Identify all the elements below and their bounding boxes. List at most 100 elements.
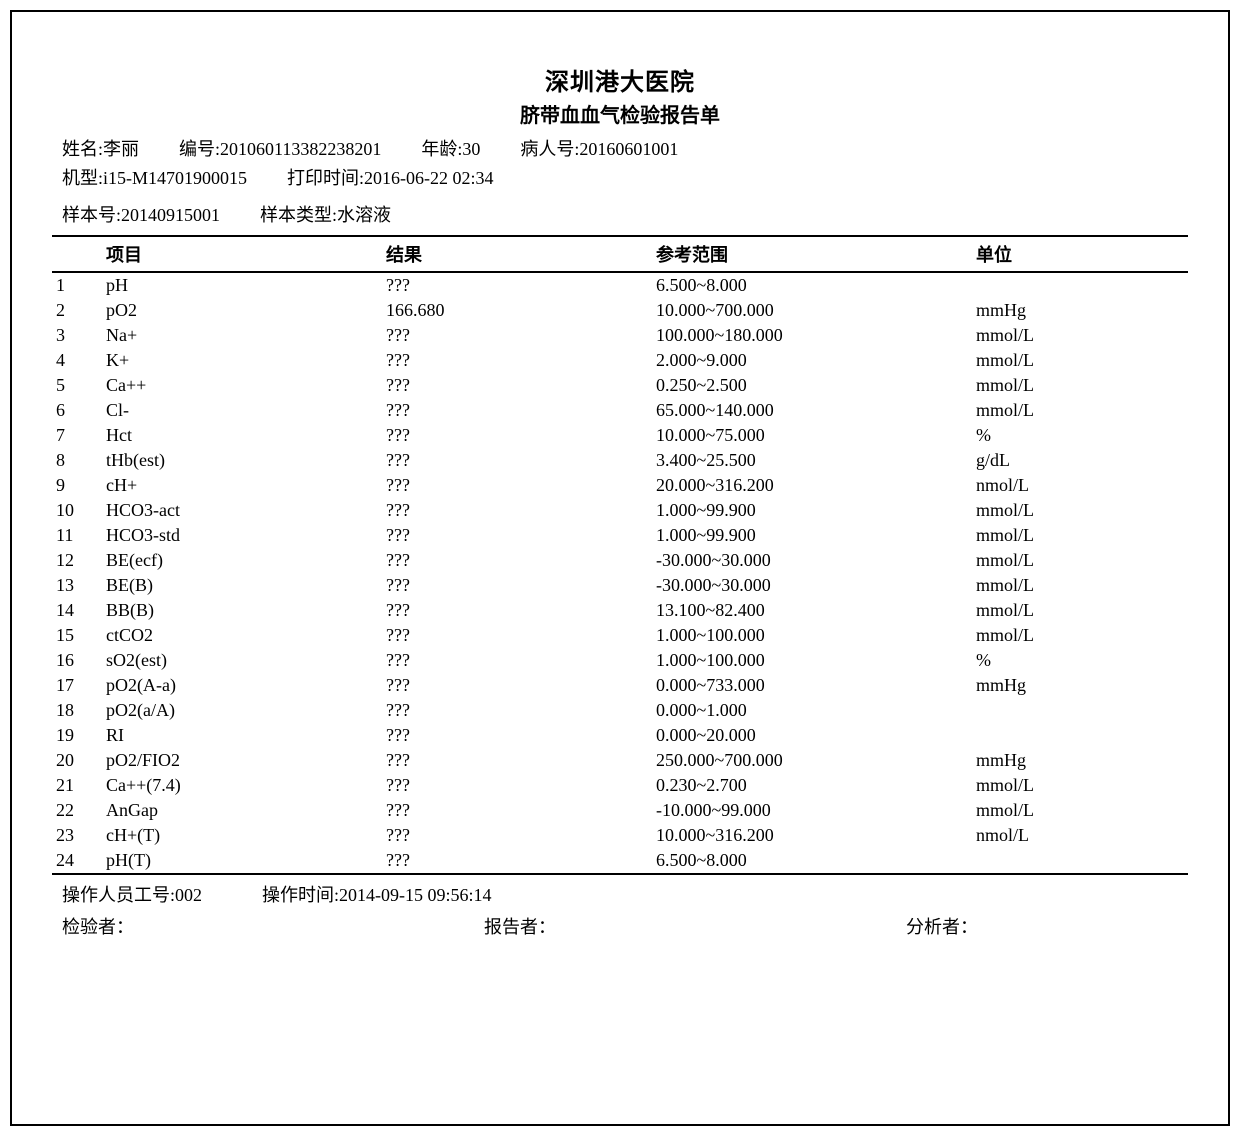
cell-unit: mmol/L: [972, 398, 1188, 423]
cell-unit: %: [972, 423, 1188, 448]
cell-item: sO2(est): [102, 648, 382, 673]
cell-range: 2.000~9.000: [652, 348, 972, 373]
table-row: 19RI???0.000~20.000: [52, 723, 1188, 748]
cell-result: ???: [382, 648, 652, 673]
cell-item: cH+: [102, 473, 382, 498]
cell-unit: nmol/L: [972, 473, 1188, 498]
cell-unit: nmol/L: [972, 823, 1188, 848]
meta-row-2: 机型:i15-M14701900015 打印时间:2016-06-22 02:3…: [62, 165, 1178, 192]
cell-idx: 19: [52, 723, 102, 748]
col-index: [52, 236, 102, 272]
cell-result: ???: [382, 848, 652, 874]
table-row: 18pO2(a/A)???0.000~1.000: [52, 698, 1188, 723]
cell-result: ???: [382, 798, 652, 823]
cell-range: -10.000~99.000: [652, 798, 972, 823]
cell-item: BE(B): [102, 573, 382, 598]
cell-item: pO2(a/A): [102, 698, 382, 723]
cell-unit: mmol/L: [972, 523, 1188, 548]
table-row: 14BB(B)???13.100~82.400mmol/L: [52, 598, 1188, 623]
cell-idx: 12: [52, 548, 102, 573]
results-table: 项目 结果 参考范围 单位 1pH???6.500~8.0002pO2166.6…: [52, 235, 1188, 875]
cell-range: 1.000~100.000: [652, 648, 972, 673]
table-row: 11HCO3-std???1.000~99.900mmol/L: [52, 523, 1188, 548]
age-field: 年龄:30: [421, 136, 480, 163]
cell-result: ???: [382, 498, 652, 523]
cell-item: Hct: [102, 423, 382, 448]
cell-item: pH: [102, 272, 382, 298]
cell-item: AnGap: [102, 798, 382, 823]
cell-result: ???: [382, 773, 652, 798]
cell-idx: 7: [52, 423, 102, 448]
cell-unit: [972, 723, 1188, 748]
cell-item: BB(B): [102, 598, 382, 623]
cell-range: 65.000~140.000: [652, 398, 972, 423]
cell-unit: mmHg: [972, 673, 1188, 698]
cell-unit: [972, 848, 1188, 874]
cell-item: Ca++(7.4): [102, 773, 382, 798]
cell-idx: 14: [52, 598, 102, 623]
sample-type-field: 样本类型:水溶液: [260, 202, 391, 229]
cell-unit: mmHg: [972, 748, 1188, 773]
cell-idx: 20: [52, 748, 102, 773]
title-block: 深圳港大医院 脐带血血气检验报告单: [52, 62, 1188, 128]
cell-range: 0.000~733.000: [652, 673, 972, 698]
cell-range: 20.000~316.200: [652, 473, 972, 498]
cell-range: 0.000~20.000: [652, 723, 972, 748]
table-row: 7Hct???10.000~75.000%: [52, 423, 1188, 448]
cell-idx: 5: [52, 373, 102, 398]
cell-range: 1.000~100.000: [652, 623, 972, 648]
table-row: 23cH+(T)???10.000~316.200nmol/L: [52, 823, 1188, 848]
cell-idx: 15: [52, 623, 102, 648]
cell-result: 166.680: [382, 298, 652, 323]
cell-unit: mmol/L: [972, 623, 1188, 648]
cell-unit: mmol/L: [972, 573, 1188, 598]
footer-row-1: 操作人员工号:002 操作时间:2014-09-15 09:56:14: [62, 879, 1178, 911]
cell-range: 3.400~25.500: [652, 448, 972, 473]
report-page: 深圳港大医院 脐带血血气检验报告单 姓名:李丽 编号:2010601133822…: [10, 10, 1230, 1126]
cell-item: RI: [102, 723, 382, 748]
table-row: 2pO2166.68010.000~700.000mmHg: [52, 298, 1188, 323]
cell-range: 0.250~2.500: [652, 373, 972, 398]
table-row: 13BE(B)???-30.000~30.000mmol/L: [52, 573, 1188, 598]
cell-unit: mmHg: [972, 298, 1188, 323]
cell-unit: g/dL: [972, 448, 1188, 473]
table-header-row: 项目 结果 参考范围 单位: [52, 236, 1188, 272]
cell-result: ???: [382, 748, 652, 773]
cell-idx: 24: [52, 848, 102, 874]
cell-result: ???: [382, 373, 652, 398]
cell-unit: mmol/L: [972, 798, 1188, 823]
cell-range: 1.000~99.900: [652, 523, 972, 548]
report-type: 脐带血血气检验报告单: [52, 99, 1188, 128]
meta-row-3: 样本号:20140915001 样本类型:水溶液: [62, 202, 1178, 229]
machine-field: 机型:i15-M14701900015: [62, 165, 247, 192]
cell-idx: 21: [52, 773, 102, 798]
meta-row-1: 姓名:李丽 编号:201060113382238201 年龄:30 病人号:20…: [62, 136, 1178, 163]
cell-item: cH+(T): [102, 823, 382, 848]
cell-item: pO2(A-a): [102, 673, 382, 698]
cell-unit: mmol/L: [972, 323, 1188, 348]
cell-item: BE(ecf): [102, 548, 382, 573]
cell-item: HCO3-std: [102, 523, 382, 548]
footer: 操作人员工号:002 操作时间:2014-09-15 09:56:14 检验者：…: [52, 875, 1188, 944]
cell-idx: 18: [52, 698, 102, 723]
cell-range: 13.100~82.400: [652, 598, 972, 623]
col-item: 项目: [102, 236, 382, 272]
patient-id-field: 病人号:20160601001: [520, 136, 678, 163]
table-row: 8tHb(est)???3.400~25.500g/dL: [52, 448, 1188, 473]
table-row: 5Ca++???0.250~2.500mmol/L: [52, 373, 1188, 398]
cell-item: Na+: [102, 323, 382, 348]
table-body: 1pH???6.500~8.0002pO2166.68010.000~700.0…: [52, 272, 1188, 874]
table-row: 12BE(ecf)???-30.000~30.000mmol/L: [52, 548, 1188, 573]
cell-idx: 2: [52, 298, 102, 323]
cell-result: ???: [382, 523, 652, 548]
cell-item: pO2/FIO2: [102, 748, 382, 773]
cell-idx: 6: [52, 398, 102, 423]
serial-field: 编号:201060113382238201: [179, 136, 381, 163]
table-row: 3Na+???100.000~180.000mmol/L: [52, 323, 1188, 348]
cell-result: ???: [382, 598, 652, 623]
cell-unit: mmol/L: [972, 373, 1188, 398]
cell-idx: 3: [52, 323, 102, 348]
footer-row-2: 检验者： 报告者： 分析者：: [62, 911, 1178, 943]
cell-idx: 4: [52, 348, 102, 373]
cell-range: 10.000~316.200: [652, 823, 972, 848]
